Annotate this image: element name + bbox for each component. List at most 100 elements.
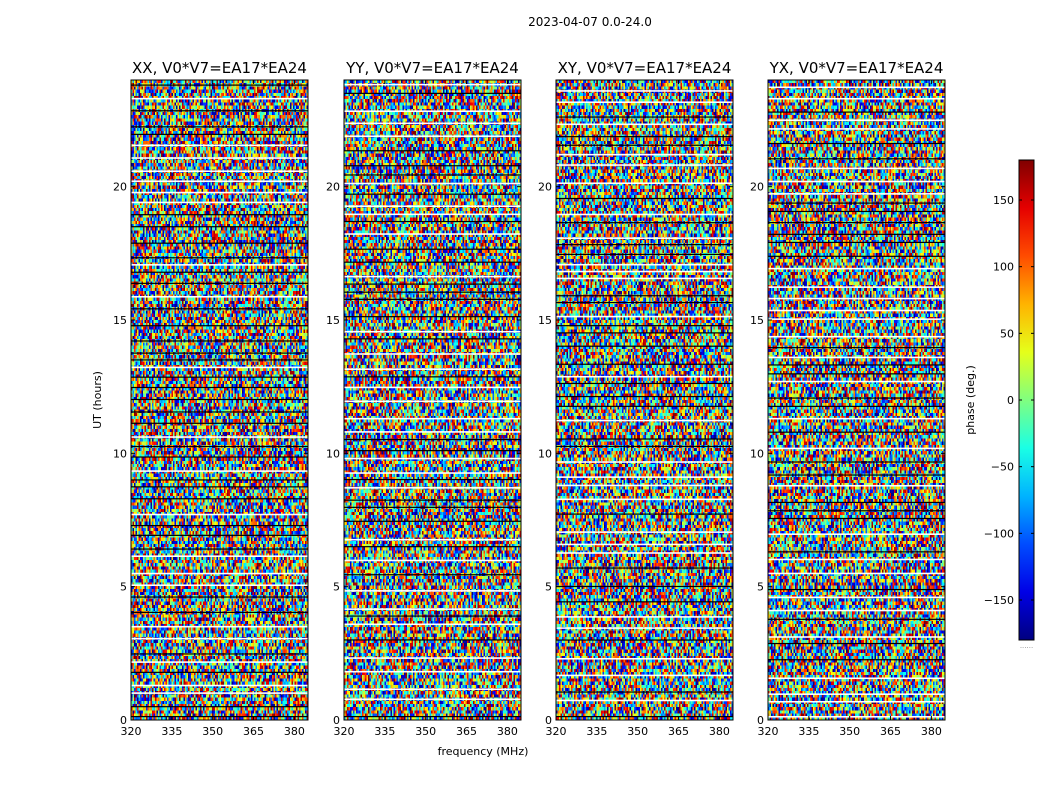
flag-stripe [131, 572, 308, 575]
flag-stripe [131, 359, 308, 361]
flag-stripe [131, 555, 308, 557]
flag-stripe [344, 248, 521, 250]
panel-title: XY, V0*V7=EA17*EA24 [558, 59, 732, 77]
x-tick-label: 335 [161, 725, 182, 738]
flag-stripe [768, 642, 945, 645]
flag-stripe [131, 257, 308, 259]
figure-suptitle: 2023-04-07 0.0-24.0 [528, 15, 652, 29]
y-tick-label: 10 [113, 447, 127, 460]
flag-stripe [768, 97, 945, 100]
flag-stripe [768, 347, 945, 349]
flag-stripe [768, 267, 945, 270]
flag-stripe [768, 241, 945, 244]
flag-stripe [556, 363, 733, 365]
flag-stripe [344, 450, 521, 452]
flag-stripe [131, 376, 308, 378]
panel-xx: XX, V0*V7=EA17*EA24 0 5 10 15 20 320 335 350 365 3… [113, 59, 309, 738]
flag-stripe [344, 417, 521, 420]
flag-stripe [344, 623, 521, 626]
flag-stripe [556, 270, 733, 273]
flag-stripe [131, 524, 308, 527]
flag-stripe [131, 308, 308, 310]
flag-stripe [131, 445, 308, 448]
x-tick-label: 380 [284, 725, 305, 738]
flag-stripe [556, 552, 733, 554]
flag-stripe [768, 461, 945, 463]
flag-stripe [131, 325, 308, 327]
x-tick-label: 350 [415, 725, 436, 738]
flag-stripe [344, 657, 521, 659]
flag-stripe [131, 661, 308, 663]
flag-stripe [556, 445, 733, 448]
flag-stripe [768, 309, 945, 312]
flag-stripe [344, 506, 521, 508]
panel-yx: YX, V0*V7=EA17*EA24 0 5 10 15 20 320 335 350 365 3… [750, 59, 946, 738]
flag-stripe [131, 242, 308, 244]
x-tick-label: 365 [456, 725, 477, 738]
flag-stripe [344, 472, 521, 474]
flag-stripe [768, 180, 945, 183]
flag-stripe [344, 316, 521, 318]
flag-stripe [556, 674, 733, 677]
flag-stripe [768, 128, 945, 130]
flag-stripe [344, 478, 521, 481]
flag-stripe [768, 510, 945, 512]
x-tick-label: 365 [243, 725, 264, 738]
flag-stripe [344, 546, 521, 548]
flag-stripe [344, 291, 521, 293]
flag-stripe [131, 486, 308, 488]
x-tick-label: 335 [798, 725, 819, 738]
flag-stripe [131, 180, 308, 183]
flag-stripe [131, 637, 308, 640]
flag-stripe [556, 197, 733, 200]
flag-stripe [556, 419, 733, 422]
flag-stripe [768, 659, 945, 661]
flag-stripe [768, 364, 945, 366]
flag-stripe [344, 590, 521, 592]
flag-stripe [344, 520, 521, 522]
flag-stripe [131, 191, 308, 194]
flag-stripe [131, 653, 308, 655]
flag-stripe [131, 498, 308, 500]
colorbar-bottom-text: ...... [1020, 642, 1033, 650]
flag-stripe [344, 353, 521, 355]
y-tick-label: 15 [113, 314, 127, 327]
flag-stripe [768, 210, 945, 213]
flag-stripe [131, 479, 308, 481]
flag-stripe [556, 627, 733, 629]
flag-stripe [344, 639, 521, 641]
flag-stripe [131, 684, 308, 687]
flag-stripe [768, 474, 945, 476]
flag-stripe [556, 476, 733, 478]
flag-stripe [344, 174, 521, 176]
flag-stripe [768, 517, 945, 520]
y-tick-label: 15 [326, 314, 340, 327]
panel-yy: YY, V0*V7=EA17*EA24 0 5 10 15 20 320 335 350 365 3… [326, 59, 522, 738]
flag-stripe [556, 513, 733, 515]
colorbar-tick-label: −50 [991, 461, 1014, 474]
panel-frame [130, 79, 309, 721]
flag-stripe [131, 398, 308, 401]
flag-stripe [131, 126, 308, 128]
panel-frame [767, 79, 946, 721]
flag-stripe [344, 487, 521, 489]
x-tick-label: 365 [880, 725, 901, 738]
flag-stripe [344, 559, 521, 562]
flag-stripe [556, 332, 733, 334]
flag-stripe [556, 136, 733, 138]
flag-stripe [131, 470, 308, 472]
flag-stripe [556, 315, 733, 318]
y-tick-label: 20 [113, 181, 127, 194]
flag-stripe [344, 499, 521, 501]
flag-stripe [131, 214, 308, 216]
flag-stripe [131, 157, 308, 159]
flag-stripe [131, 366, 308, 369]
y-tick-label: 20 [326, 181, 340, 194]
flag-stripe [344, 688, 521, 691]
x-tick-label: 350 [839, 725, 860, 738]
y-tick-label: 5 [545, 581, 552, 594]
flag-stripe [556, 345, 733, 347]
flag-stripe [556, 263, 733, 266]
y-tick-label: 15 [538, 314, 552, 327]
